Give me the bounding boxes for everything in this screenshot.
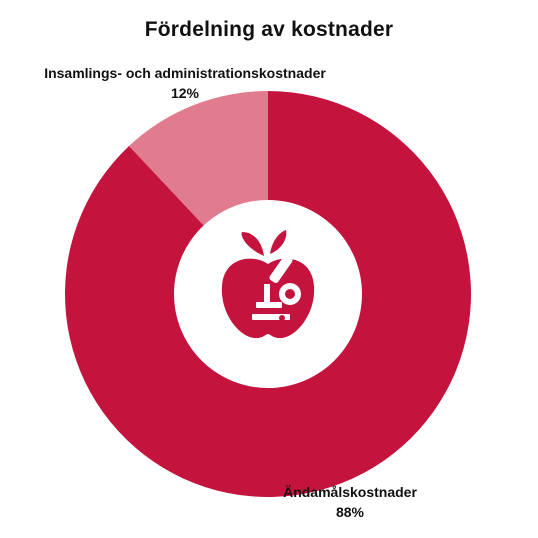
- slice-label-admin-value: 12%: [170, 85, 200, 101]
- apple-microscope-icon: [221, 230, 315, 339]
- slice-label-purpose: Ändamålskostnader 88%: [230, 482, 470, 522]
- slice-label-admin-name: Insamlings- och administrationskostnader: [44, 65, 326, 81]
- slice-label-purpose-name: Ändamålskostnader: [283, 484, 417, 500]
- slice-label-purpose-value: 88%: [335, 504, 365, 520]
- chart-title: Fördelning av kostnader: [144, 18, 394, 41]
- slice-label-admin: Insamlings- och administrationskostnader…: [0, 63, 370, 103]
